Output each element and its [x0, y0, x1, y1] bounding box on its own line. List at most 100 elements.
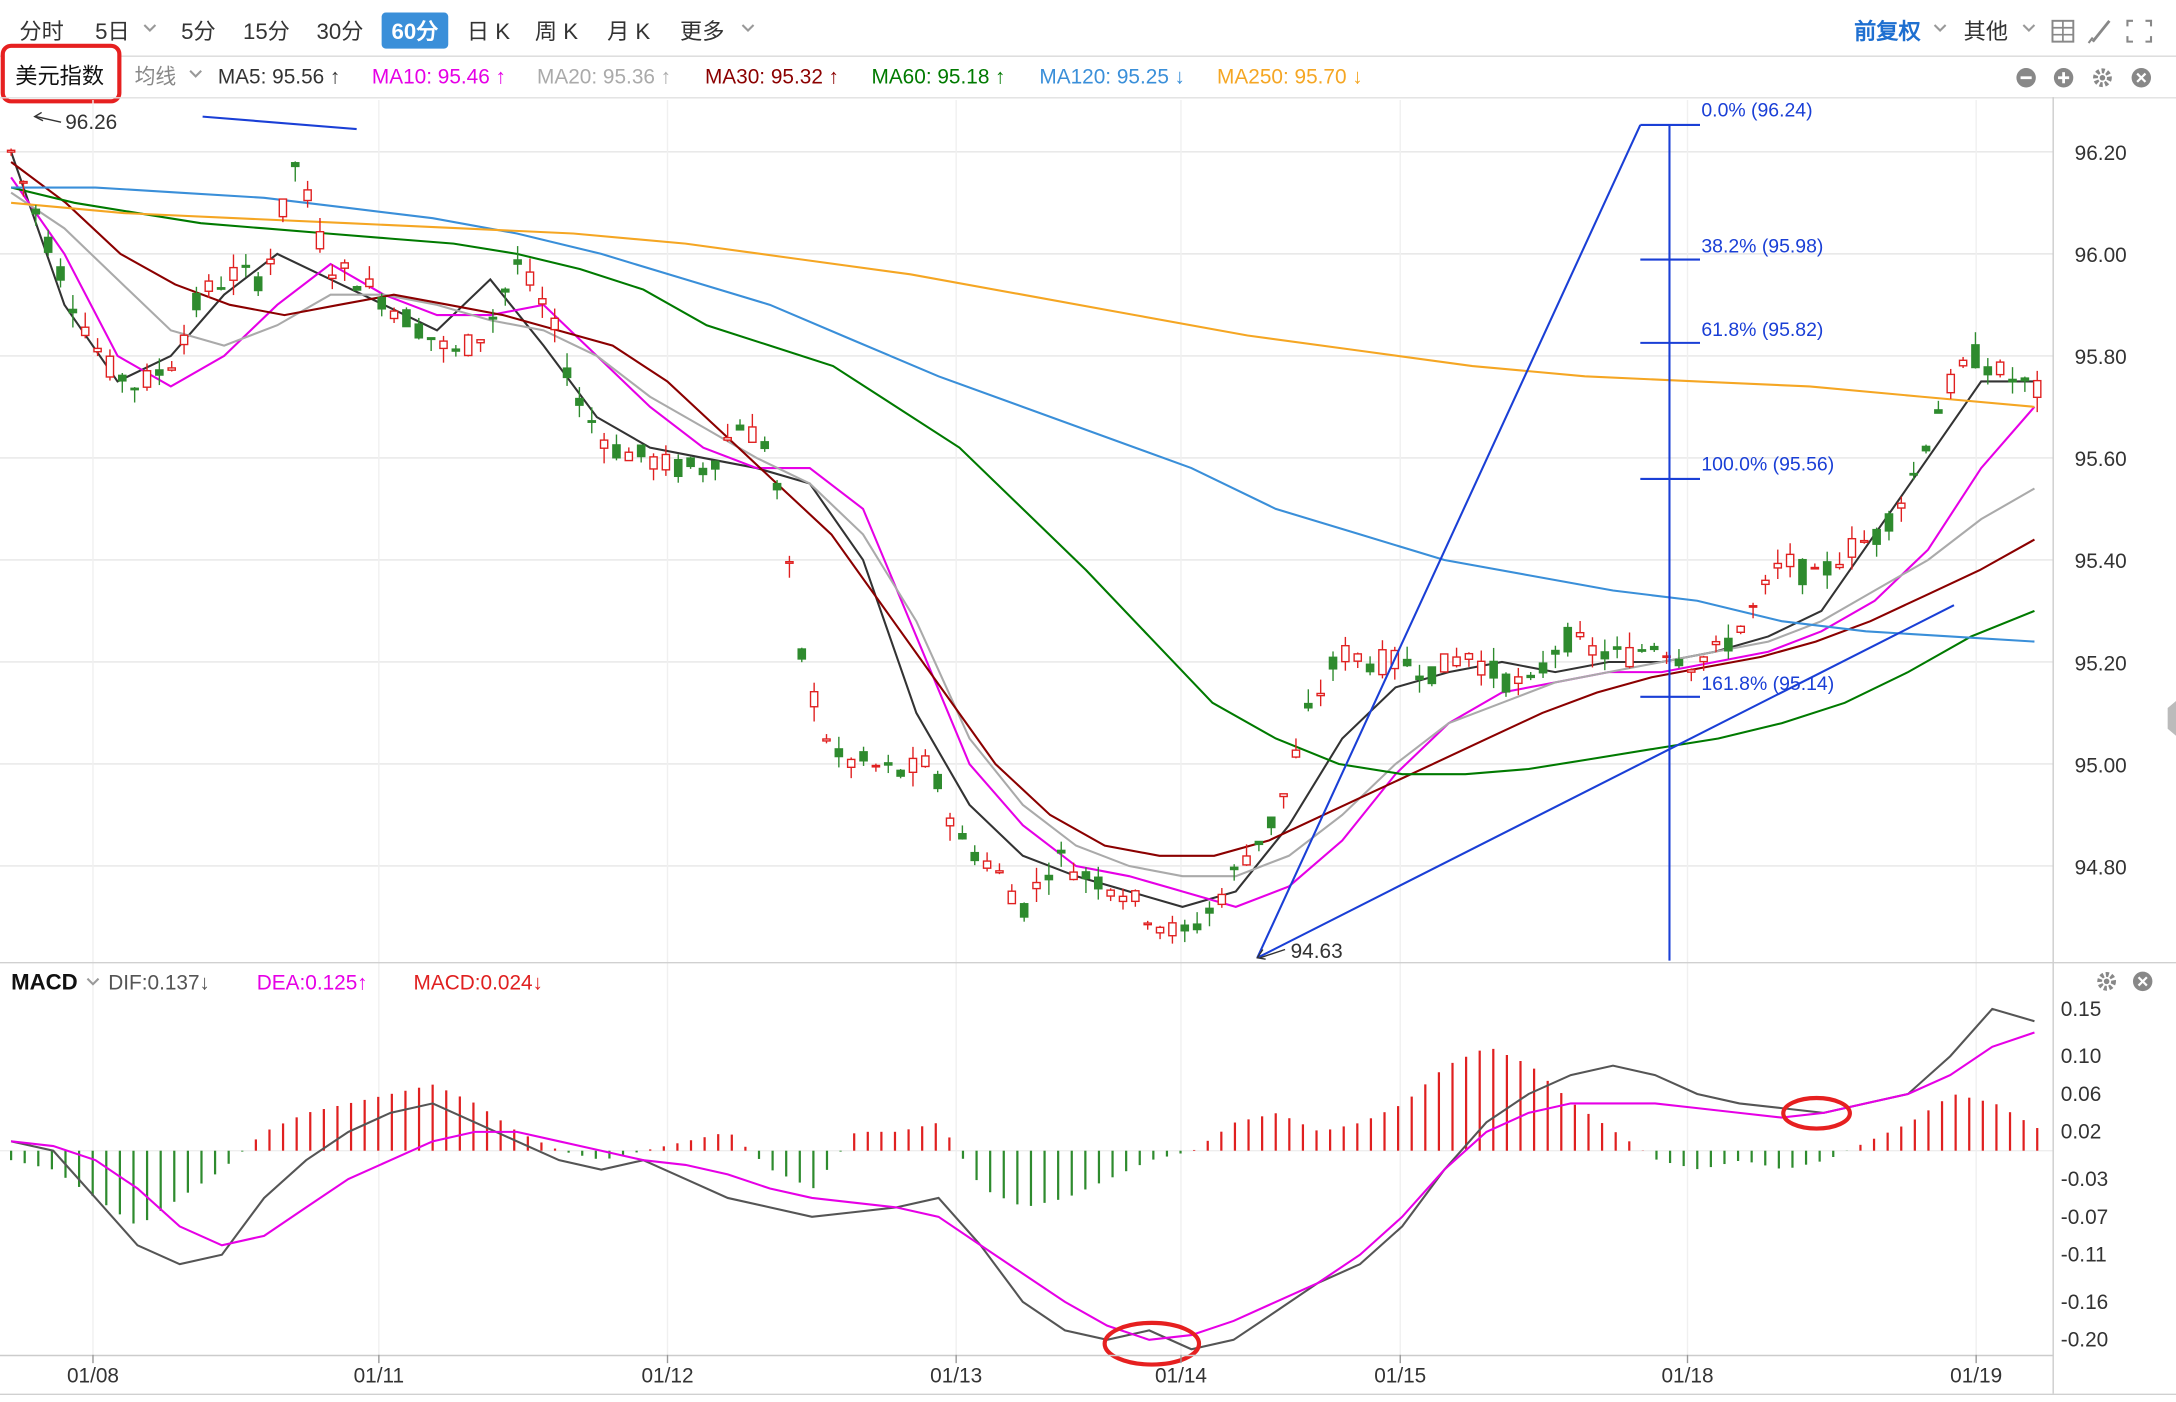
draw-tool-icon[interactable]: [2087, 19, 2111, 44]
candle-body: [1131, 890, 1140, 903]
tab-5min[interactable]: 5分: [181, 19, 216, 44]
macd-axis: 0.15 0.10 0.06 0.02 -0.03 -0.07 -0.11 -0.16 -0.2…: [0, 998, 2108, 1352]
tab-60min[interactable]: 60分: [392, 19, 439, 44]
tab-15min[interactable]: 15分: [243, 19, 290, 44]
candle-body: [883, 762, 893, 766]
candle-body: [68, 308, 78, 314]
gear-icon[interactable]: [2093, 68, 2112, 88]
symbol-highlight-box: [0, 43, 122, 104]
date-tick-label: 01/13: [930, 1365, 982, 1388]
candle-body: [1761, 579, 1770, 586]
candle-body: [834, 748, 844, 758]
fib-up-leg: [1256, 124, 1642, 959]
macd-tick-label: 0.02: [2061, 1121, 2101, 1144]
add-indicator-icon[interactable]: [2053, 68, 2074, 88]
ma120-label: MA120: 95.25 ↓: [1039, 65, 1185, 88]
tab-30min[interactable]: 30分: [317, 19, 364, 44]
candle-body: [290, 162, 300, 168]
candle-body: [1748, 605, 1758, 608]
close-icon[interactable]: [2132, 971, 2153, 992]
scroll-handle[interactable]: [2167, 701, 2176, 736]
date-axis: 01/08 01/11 01/12 01/13 01/14 01/15 01/18 01/19: [67, 1354, 2002, 1388]
close-icon[interactable]: [2131, 68, 2152, 88]
candle-body: [1168, 922, 1177, 937]
candle-body: [1724, 637, 1733, 652]
candle-body: [1118, 895, 1128, 903]
candle-body: [463, 334, 473, 357]
candle-body: [1649, 645, 1659, 651]
date-tick-label: 01/14: [1155, 1365, 1207, 1388]
candle-body: [513, 259, 522, 265]
candle-body: [229, 266, 238, 281]
ma10-line: [10, 176, 2036, 908]
candlesticks: [6, 148, 2042, 944]
avg-line-select[interactable]: 均线: [135, 65, 177, 88]
tab-week-k[interactable]: 周 K: [535, 19, 578, 44]
macd-indicator-name[interactable]: MACD: [11, 970, 78, 995]
date-tick-label: 01/19: [1950, 1365, 2002, 1388]
candle-body: [1217, 893, 1227, 906]
macd-histogram: [9, 1048, 2039, 1224]
candle-body: [179, 334, 189, 346]
tab-month-k[interactable]: 月 K: [607, 19, 650, 44]
candle-body: [93, 347, 102, 353]
candle-body: [1007, 890, 1017, 905]
tab-fenshi[interactable]: 分时: [19, 19, 63, 44]
candle-body: [970, 851, 980, 862]
ma250-line: [11, 201, 2035, 408]
candle-body: [1686, 669, 1696, 673]
chevron-down-icon[interactable]: [189, 70, 202, 78]
candle-body: [1600, 651, 1610, 660]
candle-body: [1452, 656, 1461, 667]
symbol-name[interactable]: 美元指数: [15, 63, 104, 88]
high-arrow: [35, 115, 62, 123]
fullscreen-icon[interactable]: [2126, 19, 2153, 43]
candle-body: [1921, 445, 1931, 452]
candle-body: [1402, 658, 1412, 667]
collapse-icon[interactable]: [2016, 68, 2036, 88]
candle-body: [1625, 646, 1634, 668]
candle-body: [1674, 658, 1684, 667]
candle-body: [1032, 881, 1041, 890]
active-period-bg: [381, 12, 449, 49]
dif-label: DIF:0.137↓: [108, 972, 210, 995]
candle-body: [636, 444, 646, 458]
macd-lines: [10, 1007, 2035, 1351]
candle-body: [1551, 649, 1560, 655]
candle-body: [1736, 625, 1746, 633]
candle-body: [439, 340, 448, 350]
chevron-down-icon[interactable]: [741, 24, 755, 33]
chevron-down-icon[interactable]: [143, 24, 157, 33]
candle-body: [1822, 561, 1832, 576]
candle-body: [1563, 626, 1573, 653]
tab-day-k[interactable]: 日 K: [467, 19, 510, 44]
candle-body: [476, 339, 485, 344]
chevron-down-icon[interactable]: [2022, 24, 2036, 33]
candle-body: [402, 309, 411, 328]
candle-body: [1106, 889, 1115, 897]
chevron-down-icon[interactable]: [86, 977, 100, 986]
gear-icon[interactable]: [2097, 972, 2116, 991]
other-select[interactable]: 其他: [1964, 19, 2008, 44]
candle-body: [105, 355, 115, 378]
candle-body: [142, 370, 152, 388]
fib-label-382: 38.2% (95.98): [1701, 236, 1823, 258]
tab-5day[interactable]: 5日: [95, 19, 130, 44]
candle-body: [1711, 640, 1721, 646]
adjust-select[interactable]: 前复权: [1854, 18, 1921, 44]
tab-more[interactable]: 更多: [680, 19, 724, 44]
candle-body: [735, 424, 745, 431]
candle-body: [315, 231, 325, 250]
low-arrow: [1259, 948, 1286, 959]
chevron-down-icon[interactable]: [1933, 24, 1947, 33]
candle-body: [1242, 855, 1251, 866]
candle-body: [1328, 656, 1338, 670]
candle-body: [1279, 793, 1288, 798]
macd-tick-label: 0.15: [2061, 998, 2101, 1021]
macd-tick-label: 0.10: [2061, 1045, 2101, 1068]
candle-body: [846, 758, 856, 769]
grid-icon[interactable]: [2051, 19, 2075, 43]
candle-body: [599, 439, 609, 449]
candle-body: [525, 271, 535, 286]
candle-body: [192, 292, 201, 311]
